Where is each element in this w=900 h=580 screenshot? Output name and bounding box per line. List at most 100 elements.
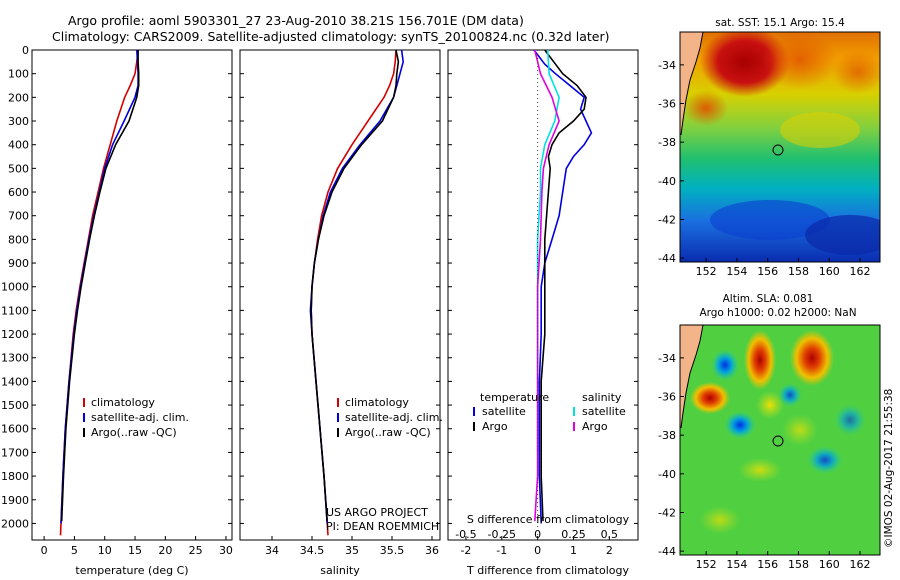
project-name: US ARGO PROJECT [326,506,428,519]
map-lon-label: 156 [757,558,778,571]
depth-tick-label: 200 [8,91,29,104]
map-lat-label: -36 [658,98,676,111]
sst-map [680,32,880,262]
depth-tick-label: 800 [8,233,29,246]
legend-climatology: climatology [91,396,155,409]
x-tick-label: 5 [71,544,78,557]
x-tick-label: 34.5 [300,544,325,557]
x-tick-label: -1 [496,544,507,557]
depth-tick-label: 1000 [1,281,29,294]
legend-satellite-adj: satellite-adj. clim. [345,411,443,424]
sla-map-title-line2: Argo h1000: 0.02 h2000: NaN [699,307,856,319]
depth-tick-label: 1900 [1,494,29,507]
x-tick-label: -2 [460,544,471,557]
x-tick-label: 25 [189,544,203,557]
legend-salinity-heading: salinity [582,391,622,404]
map-lat-label: -44 [658,545,676,558]
map-lon-label: 152 [696,558,717,571]
salinity-axis-label: salinity [320,564,360,577]
legend-argo: Argo(..raw -QC) [91,426,177,439]
map-lat-label: -44 [658,252,676,265]
series-line-argo [60,50,140,522]
s-diff-tick-label: 0.5 [601,528,619,541]
legend-satellite-adj: satellite-adj. clim. [91,411,189,424]
depth-tick-label: 1300 [1,352,29,365]
map-lat-label: -42 [658,506,676,519]
x-tick-label: 34 [265,544,279,557]
depth-tick-label: 0 [22,44,29,57]
credit-timestamp: ©IMOS 02-Aug-2017 21:55:38 [883,389,895,548]
depth-tick-label: 1400 [1,375,29,388]
s-diff-tick-label: 0.25 [561,528,586,541]
x-tick-label: 0 [534,544,541,557]
x-tick-label: 2 [606,544,613,557]
x-tick-label: 0 [41,544,48,557]
sla-map [680,325,880,555]
depth-tick-label: 100 [8,68,29,81]
sla-map-title-line1: Altim. SLA: 0.081 [723,293,814,305]
temperature-axis-label: temperature (deg C) [75,564,188,577]
depth-tick-label: 500 [8,162,29,175]
map-lon-label: 154 [726,558,747,571]
x-tick-label: 20 [158,544,172,557]
figure-title-line2: Climatology: CARS2009. Satellite-adjuste… [52,29,609,44]
depth-tick-label: 1500 [1,399,29,412]
depth-tick-label: 600 [8,186,29,199]
map-lon-label: 162 [850,558,871,571]
salinity-legend: climatology satellite-adj. clim. Argo(..… [337,396,443,439]
x-tick-label: 35 [345,544,359,557]
series-line-temperature-satellite [533,49,593,524]
map-lat-label: -36 [658,391,676,404]
depth-tick-label: 1600 [1,423,29,436]
sst-map-frame [679,31,881,263]
map-lon-label: 162 [850,265,871,278]
sla-map-frame [679,324,881,556]
difference-legend: temperature satellite Argo salinity sate… [473,391,626,433]
map-lon-label: 156 [757,265,778,278]
depth-tick-label: 1700 [1,446,29,459]
series-line-argo [310,49,400,522]
temperature-legend: climatology satellite-adj. clim. Argo(..… [83,396,189,439]
x-tick-label: 1 [570,544,577,557]
map-lon-label: 160 [819,558,840,571]
legend-climatology: climatology [345,396,409,409]
series-line-salinity-argo [534,49,560,522]
map-lon-label: 160 [819,265,840,278]
map-lon-label: 158 [788,265,809,278]
depth-tick-label: 2000 [1,517,29,530]
s-diff-tick-label: -0.5 [455,528,476,541]
depth-tick-label: 1100 [1,304,29,317]
map-lat-label: -38 [658,136,676,149]
x-tick-label: 15 [128,544,142,557]
legend-s-argo: Argo [582,420,608,433]
sst-map-title: sat. SST: 15.1 Argo: 15.4 [715,17,845,29]
map-lat-label: -42 [658,213,676,226]
t-difference-axis-label: T difference from climatology [466,564,629,577]
x-tick-label: 10 [98,544,112,557]
depth-tick-label: 700 [8,210,29,223]
x-tick-label: 30 [219,544,233,557]
difference-panel [447,49,639,541]
legend-temperature-heading: temperature [480,391,549,404]
map-lat-label: -40 [658,175,676,188]
legend-t-argo: Argo [482,420,508,433]
map-lon-label: 158 [788,558,809,571]
depth-tick-label: 900 [8,257,29,270]
series-line-temperature-argo [540,49,587,522]
legend-argo: Argo(..raw -QC) [345,426,431,439]
depth-tick-label: 300 [8,115,29,128]
map-lat-label: -34 [658,352,676,365]
temperature-panel [31,49,233,541]
s-diff-tick-label: -0.25 [488,528,516,541]
depth-tick-label: 400 [8,139,29,152]
depth-tick-label: 1200 [1,328,29,341]
map-lon-label: 152 [696,265,717,278]
depth-tick-label: 1800 [1,470,29,483]
principal-investigator: PI: DEAN ROEMMICH [326,520,439,533]
map-lon-label: 154 [726,265,747,278]
map-lat-label: -38 [658,429,676,442]
map-lat-label: -34 [658,59,676,72]
figure-title-line1: Argo profile: aoml 5903301_27 23-Aug-201… [68,13,524,28]
map-lat-label: -40 [658,468,676,481]
